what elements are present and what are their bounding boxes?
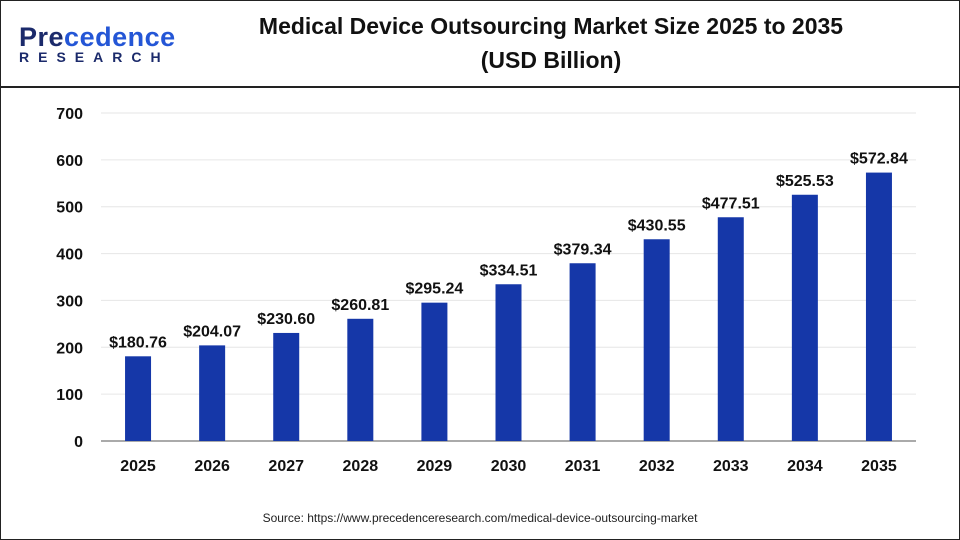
bar-2027 [273,332,300,441]
data-label: $525.53 [776,173,834,190]
x-tick-label: 2031 [565,458,601,475]
x-tick-label: 2029 [417,458,453,475]
bar-2026 [199,345,226,441]
y-tick-label: 500 [56,200,83,217]
y-tick-label: 0 [74,434,83,451]
x-tick-label: 2034 [787,458,823,475]
bar-2033 [717,217,744,441]
data-label: $204.07 [183,323,241,340]
x-tick-label: 2032 [639,458,675,475]
source-text: Source: https://www.precedenceresearch.c… [262,511,698,525]
header: Precedence RESEARCH Medical Device Outso… [1,1,959,88]
data-label: $295.24 [405,281,463,298]
x-tick-label: 2033 [713,458,749,475]
x-tick-label: 2026 [194,458,230,475]
y-tick-label: 100 [56,387,83,404]
y-tick-label: 400 [56,247,83,264]
bar-2030 [495,284,522,441]
y-tick-label: 200 [56,340,83,357]
chart-subtitle: (USD Billion) [480,47,622,73]
precedence-research-logo: Precedence RESEARCH [19,23,176,65]
data-label: $430.55 [628,217,686,234]
data-label: $477.51 [702,195,760,212]
bar-2025 [125,356,152,441]
data-label: $180.76 [109,334,167,351]
bar-2035 [865,172,892,441]
data-label: $334.51 [480,262,538,279]
bar-2032 [643,239,670,441]
logo-sub-text: RESEARCH [19,49,170,65]
x-tick-label: 2035 [861,458,897,475]
data-label: $230.60 [257,311,315,328]
bar-2031 [569,263,596,441]
y-tick-label: 300 [56,293,83,310]
x-tick-label: 2027 [268,458,304,475]
chart-title: Medical Device Outsourcing Market Size 2… [258,13,844,39]
data-label: $379.34 [554,241,612,258]
bar-2029 [421,302,448,441]
x-tick-label: 2025 [120,458,156,475]
data-label: $572.84 [850,151,908,168]
data-label: $260.81 [331,297,389,314]
y-tick-label: 600 [56,153,83,170]
x-tick-label: 2028 [343,458,379,475]
x-tick-label: 2030 [491,458,527,475]
logo-main-text: Precedence [19,22,176,52]
chart-title-block: Medical Device Outsourcing Market Size 2… [201,9,901,77]
bar-2034 [791,194,818,441]
y-tick-label: 700 [56,106,83,123]
bar-2028 [347,318,374,441]
